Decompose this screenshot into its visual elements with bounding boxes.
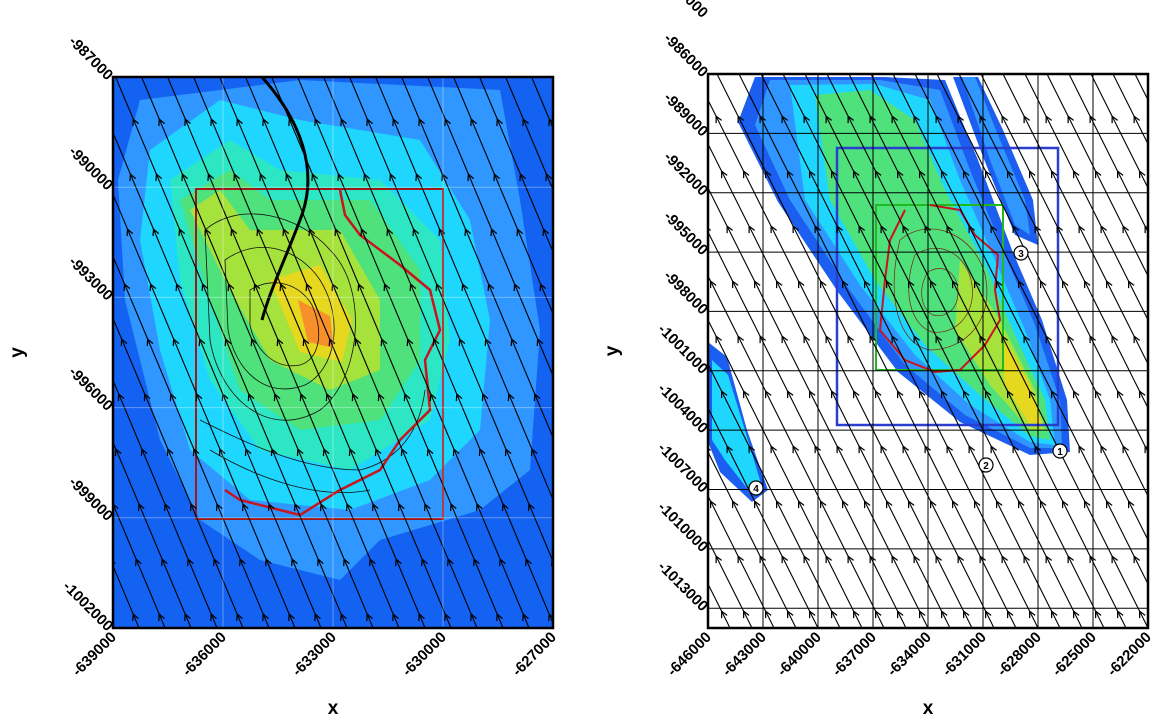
x-tick-label: -630000 <box>399 629 450 680</box>
x-axis-label: x <box>328 698 339 718</box>
plot-frame <box>111 75 555 630</box>
streamline <box>531 77 553 672</box>
x-tick-label: -636000 <box>179 629 230 680</box>
y-tick-label: -1010000 <box>654 499 711 556</box>
x-tick-label: -643000 <box>719 629 770 680</box>
y-tick-label: -998000 <box>660 267 711 318</box>
y-tick-label: -989000 <box>660 89 711 140</box>
annotation: 2 <box>983 461 989 472</box>
x-tick-label: -634000 <box>884 629 935 680</box>
streamline <box>1134 74 1148 102</box>
y-tick-label: -990000 <box>65 143 116 194</box>
x-tick-label: -627000 <box>509 629 560 680</box>
streamline <box>453 77 553 672</box>
x-tick-label: -646000 <box>664 629 715 680</box>
y-tick-label: -992000 <box>660 149 711 200</box>
y-tick-label: -1013000 <box>654 558 711 615</box>
x-tick-label: -631000 <box>939 629 990 680</box>
y-tick-label: -1004000 <box>654 380 711 437</box>
plot-left <box>113 77 553 672</box>
x-tick-label: -622000 <box>1104 629 1154 680</box>
streamline <box>505 77 553 672</box>
y-axis-label: y <box>602 345 623 356</box>
plot-right <box>708 74 1148 669</box>
annotation-marker <box>748 480 764 496</box>
x-tick-label: -633000 <box>289 629 340 680</box>
x-tick-label: -625000 <box>1049 629 1100 680</box>
y-tick-label: -1007000 <box>654 439 711 496</box>
y-tick-label: -983000 <box>660 0 711 21</box>
annotation: 1 <box>1057 447 1063 458</box>
annotation-marker <box>1013 245 1029 261</box>
plot-frame <box>706 72 1150 630</box>
annotation: 4 <box>753 484 759 495</box>
y-tick-label: -993000 <box>65 253 116 304</box>
y-tick-label: -995000 <box>660 208 711 259</box>
y-axis-label: y <box>7 347 28 358</box>
y-tick-label: -1002000 <box>59 578 116 635</box>
y-tick-label: -996000 <box>65 363 116 414</box>
streamline <box>479 77 553 672</box>
x-tick-label: -628000 <box>994 629 1045 680</box>
contour-fill-right <box>708 77 1070 502</box>
x-tick-label: -637000 <box>829 629 880 680</box>
x-tick-label: -639000 <box>69 629 120 680</box>
x-axis-label: x <box>923 698 934 718</box>
annotation: 3 <box>1018 249 1024 260</box>
y-tick-label: -1001000 <box>654 321 711 378</box>
streamline <box>1090 74 1148 669</box>
y-tick-label: -999000 <box>65 474 116 525</box>
annotation-marker <box>1052 443 1068 459</box>
y-tick-label: -987000 <box>65 33 116 84</box>
y-tick-label: -986000 <box>660 30 711 81</box>
streamline <box>1068 74 1148 669</box>
annotation-marker <box>978 457 994 473</box>
x-tick-label: -640000 <box>774 629 825 680</box>
